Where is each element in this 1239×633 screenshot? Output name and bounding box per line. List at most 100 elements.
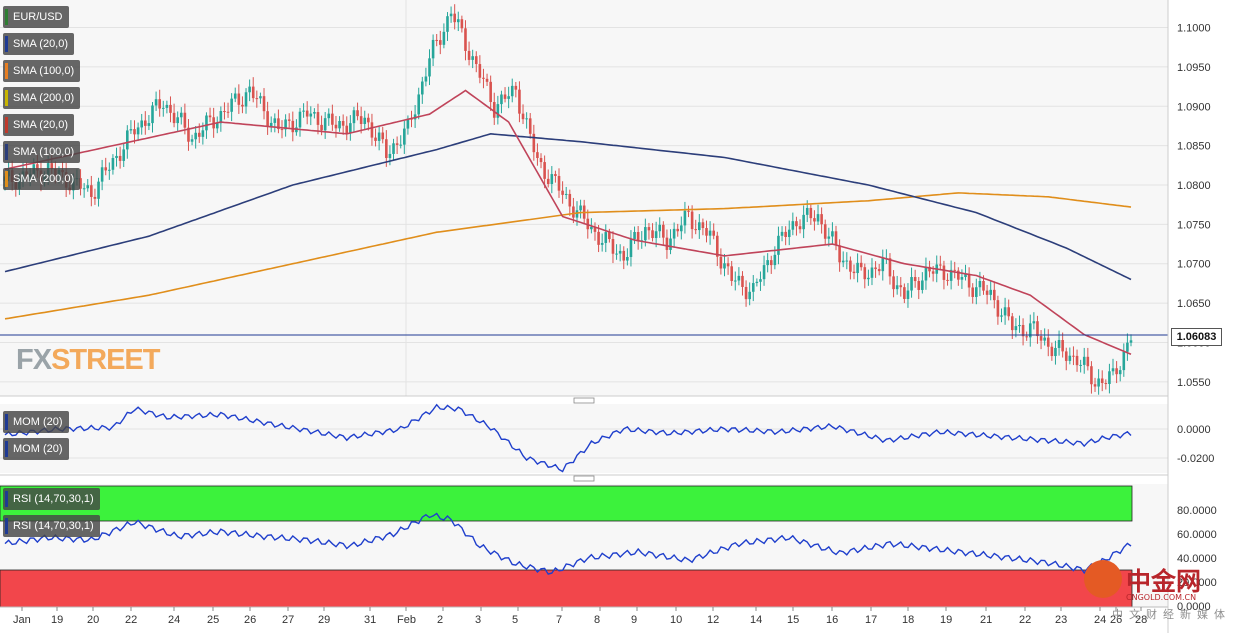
- candle-body: [741, 275, 744, 287]
- candle-body: [208, 115, 212, 118]
- candle-body: [151, 105, 154, 124]
- legend-item[interactable]: EUR/USD: [3, 6, 69, 28]
- legend-label: EUR/USD: [13, 11, 63, 23]
- candle-body: [273, 118, 277, 123]
- rsi-line: [4, 512, 1132, 575]
- candle-body: [403, 128, 406, 145]
- legend-item[interactable]: SMA (20,0): [3, 33, 75, 55]
- candle-body: [820, 214, 823, 225]
- mom-tick-label: 0.0000: [1177, 424, 1211, 436]
- x-tick-label: 29: [318, 614, 330, 626]
- candle-body: [597, 231, 600, 245]
- candle-body: [813, 218, 816, 222]
- legend-item[interactable]: SMA (20,0): [3, 114, 75, 136]
- candle-body: [906, 290, 910, 299]
- x-tick-label: 5: [512, 614, 518, 626]
- candle-body: [1075, 355, 1079, 366]
- candle-body: [1003, 307, 1007, 316]
- candle-body: [791, 221, 795, 230]
- candle-body: [50, 163, 54, 169]
- legend-item[interactable]: RSI (14,70,30,1): [3, 515, 100, 537]
- candle-body: [572, 206, 575, 218]
- candle-body: [816, 214, 820, 222]
- candle-body: [176, 117, 179, 124]
- candle-body: [579, 205, 582, 211]
- candle-body: [626, 257, 629, 261]
- candle-body: [118, 155, 122, 161]
- candle-body: [298, 111, 302, 128]
- candle-body: [1061, 340, 1064, 352]
- candle-body: [834, 231, 838, 246]
- x-tick-label: 16: [826, 614, 838, 626]
- candle-body: [266, 111, 269, 127]
- candle-body: [431, 39, 435, 59]
- candle-body: [769, 260, 773, 266]
- price-tick-label: 1.0750: [1177, 219, 1211, 231]
- candle-body: [244, 92, 248, 107]
- candle-body: [395, 143, 399, 145]
- candle-body: [658, 224, 662, 232]
- candle-body: [129, 129, 133, 131]
- candle-body: [744, 286, 748, 300]
- candle-body: [460, 19, 464, 29]
- price-tick-label: 1.0550: [1177, 377, 1211, 389]
- candle-body: [428, 58, 431, 77]
- candle-body: [406, 118, 410, 129]
- legend-item[interactable]: SMA (100,0): [3, 60, 81, 82]
- candle-body: [564, 193, 568, 195]
- candle-body: [870, 267, 874, 278]
- candle-body: [1100, 378, 1104, 384]
- legend-item[interactable]: MOM (20): [3, 438, 69, 460]
- legend-item[interactable]: SMA (100,0): [3, 141, 81, 163]
- panel-resize-handle[interactable]: [573, 397, 595, 404]
- panel-resize-handle[interactable]: [573, 475, 595, 482]
- candle-body: [1126, 342, 1129, 352]
- candle-body: [805, 207, 809, 215]
- candle-body: [187, 127, 190, 142]
- candle-body: [733, 280, 737, 282]
- legend-label: MOM (20): [13, 416, 63, 428]
- candle-body: [604, 232, 608, 243]
- candle-body: [651, 230, 654, 239]
- candle-body: [1032, 321, 1036, 324]
- candle-body: [550, 174, 554, 185]
- candle-body: [1064, 351, 1068, 361]
- candle-body: [111, 158, 115, 170]
- candle-body: [665, 237, 669, 250]
- legend-item[interactable]: RSI (14,70,30,1): [3, 488, 100, 510]
- time-axis: Jan 19 20 22 24 25 26 27 29 31 Feb 2 3 5 7 8 9 10 12 14 15 16…: [13, 607, 1147, 626]
- candle-body: [262, 96, 266, 112]
- candle-body: [161, 107, 165, 109]
- legend-label: SMA (100,0): [13, 146, 75, 158]
- x-tick-label: 22: [1019, 614, 1031, 626]
- candle-body: [154, 99, 158, 106]
- x-tick-label: 14: [750, 614, 762, 626]
- candle-body: [338, 120, 341, 129]
- x-tick-label: 19: [940, 614, 952, 626]
- legend-item[interactable]: SMA (200,0): [3, 168, 81, 190]
- candle-body: [766, 260, 769, 266]
- candle-body: [942, 265, 946, 280]
- candle-body: [1025, 336, 1028, 338]
- candle-body: [500, 94, 503, 105]
- candle-body: [305, 110, 309, 117]
- candle-body: [910, 277, 913, 291]
- candle-body: [291, 120, 295, 133]
- candle-body: [975, 287, 978, 297]
- candle-body: [399, 144, 403, 146]
- x-tick-label: 24: [1094, 614, 1106, 626]
- candle-body: [1054, 347, 1057, 357]
- legend-item[interactable]: MOM (20): [3, 411, 69, 433]
- candle-body: [726, 263, 730, 267]
- x-tick-label: 17: [865, 614, 877, 626]
- candle-body: [510, 85, 514, 97]
- candle-body: [417, 94, 421, 115]
- candle-body: [989, 289, 992, 295]
- legend-color-swatch: [5, 518, 8, 534]
- candle-body: [345, 125, 349, 134]
- x-tick-label: 26: [1110, 614, 1122, 626]
- legend-item[interactable]: SMA (200,0): [3, 87, 81, 109]
- candle-body: [147, 123, 151, 126]
- candle-body: [831, 231, 834, 237]
